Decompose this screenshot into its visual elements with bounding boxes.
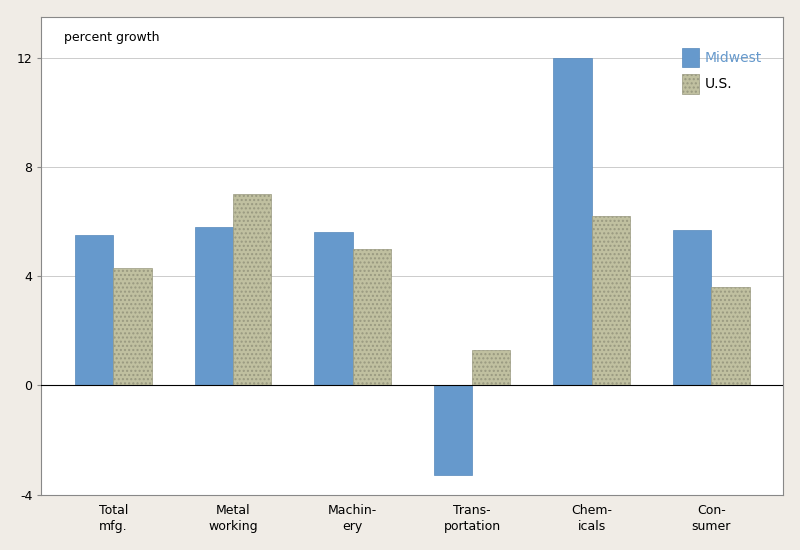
Legend: Midwest, U.S.: Midwest, U.S. (682, 47, 762, 94)
Bar (711, 287, 750, 386)
Bar (673, 230, 711, 386)
Bar (233, 194, 271, 386)
Bar (75, 235, 114, 386)
Bar (194, 227, 233, 386)
Bar (554, 58, 592, 386)
Bar (314, 233, 353, 386)
Bar (472, 350, 510, 386)
Bar (434, 386, 472, 476)
Text: percent growth: percent growth (64, 31, 159, 44)
Bar (592, 216, 630, 386)
Bar (353, 249, 391, 386)
Bar (114, 268, 152, 386)
